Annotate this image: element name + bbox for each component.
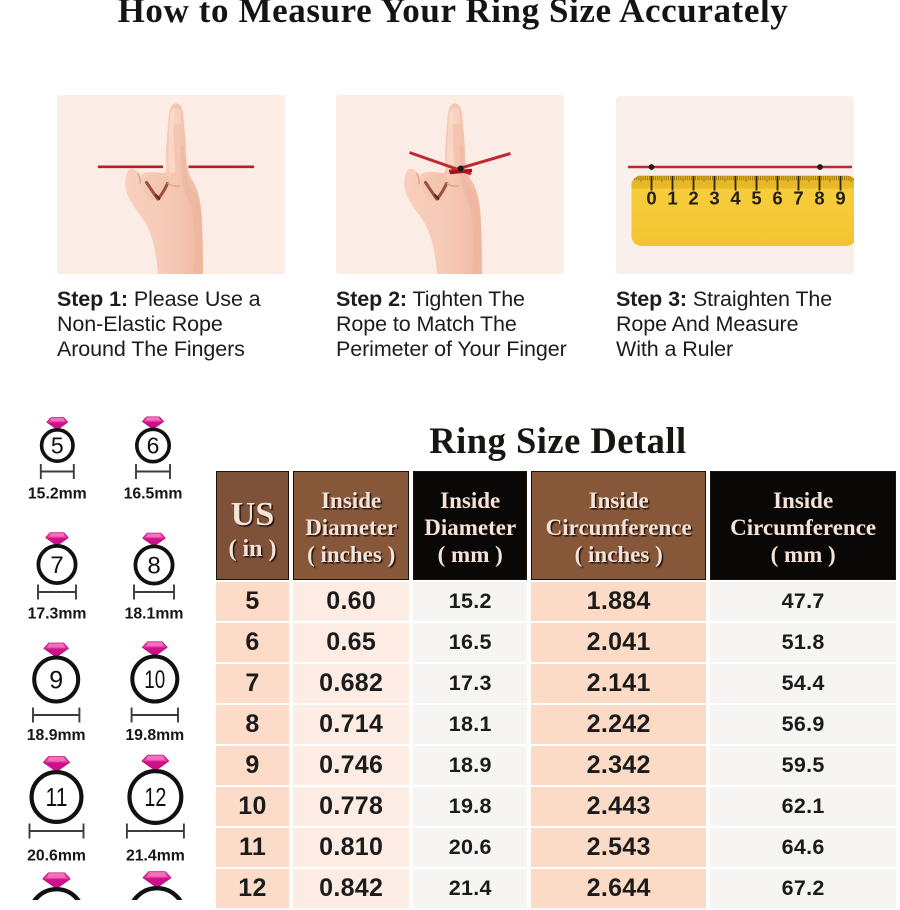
- svg-text:10: 10: [144, 666, 165, 694]
- svg-text:5: 5: [751, 188, 761, 209]
- svg-text:8: 8: [147, 553, 160, 580]
- svg-text:18.9mm: 18.9mm: [27, 727, 86, 744]
- svg-text:7: 7: [50, 552, 63, 579]
- svg-text:9: 9: [835, 188, 845, 209]
- svg-text:18.1mm: 18.1mm: [125, 606, 184, 623]
- svg-text:16.5mm: 16.5mm: [124, 486, 183, 503]
- svg-text:19.8mm: 19.8mm: [125, 727, 184, 744]
- svg-text:17.3mm: 17.3mm: [28, 606, 87, 623]
- svg-text:8: 8: [814, 188, 824, 209]
- svg-text:4: 4: [730, 188, 741, 209]
- svg-text:20.6mm: 20.6mm: [27, 848, 86, 865]
- svg-text:6: 6: [147, 433, 160, 459]
- svg-text:9: 9: [49, 666, 63, 694]
- svg-text:21.4mm: 21.4mm: [126, 848, 185, 865]
- svg-text:11: 11: [46, 782, 68, 812]
- svg-text:0: 0: [646, 188, 656, 209]
- svg-text:5: 5: [51, 433, 64, 459]
- svg-text:15.2mm: 15.2mm: [28, 486, 87, 503]
- svg-text:12: 12: [144, 782, 166, 812]
- svg-text:6: 6: [772, 188, 782, 209]
- svg-text:2: 2: [688, 188, 698, 209]
- svg-text:7: 7: [793, 188, 803, 209]
- svg-text:1: 1: [667, 188, 677, 209]
- svg-text:3: 3: [709, 188, 719, 209]
